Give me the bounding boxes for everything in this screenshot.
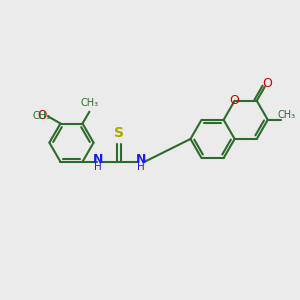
Text: S: S [114, 126, 124, 140]
Text: H: H [94, 162, 102, 172]
Text: CH₃: CH₃ [277, 110, 295, 120]
Text: N: N [136, 153, 146, 166]
Text: N: N [92, 153, 103, 166]
Text: CH₃: CH₃ [80, 98, 98, 108]
Text: H: H [137, 162, 145, 172]
Text: O: O [38, 109, 47, 122]
Text: O: O [230, 94, 240, 107]
Text: CH₃: CH₃ [32, 111, 50, 121]
Text: O: O [262, 76, 272, 90]
